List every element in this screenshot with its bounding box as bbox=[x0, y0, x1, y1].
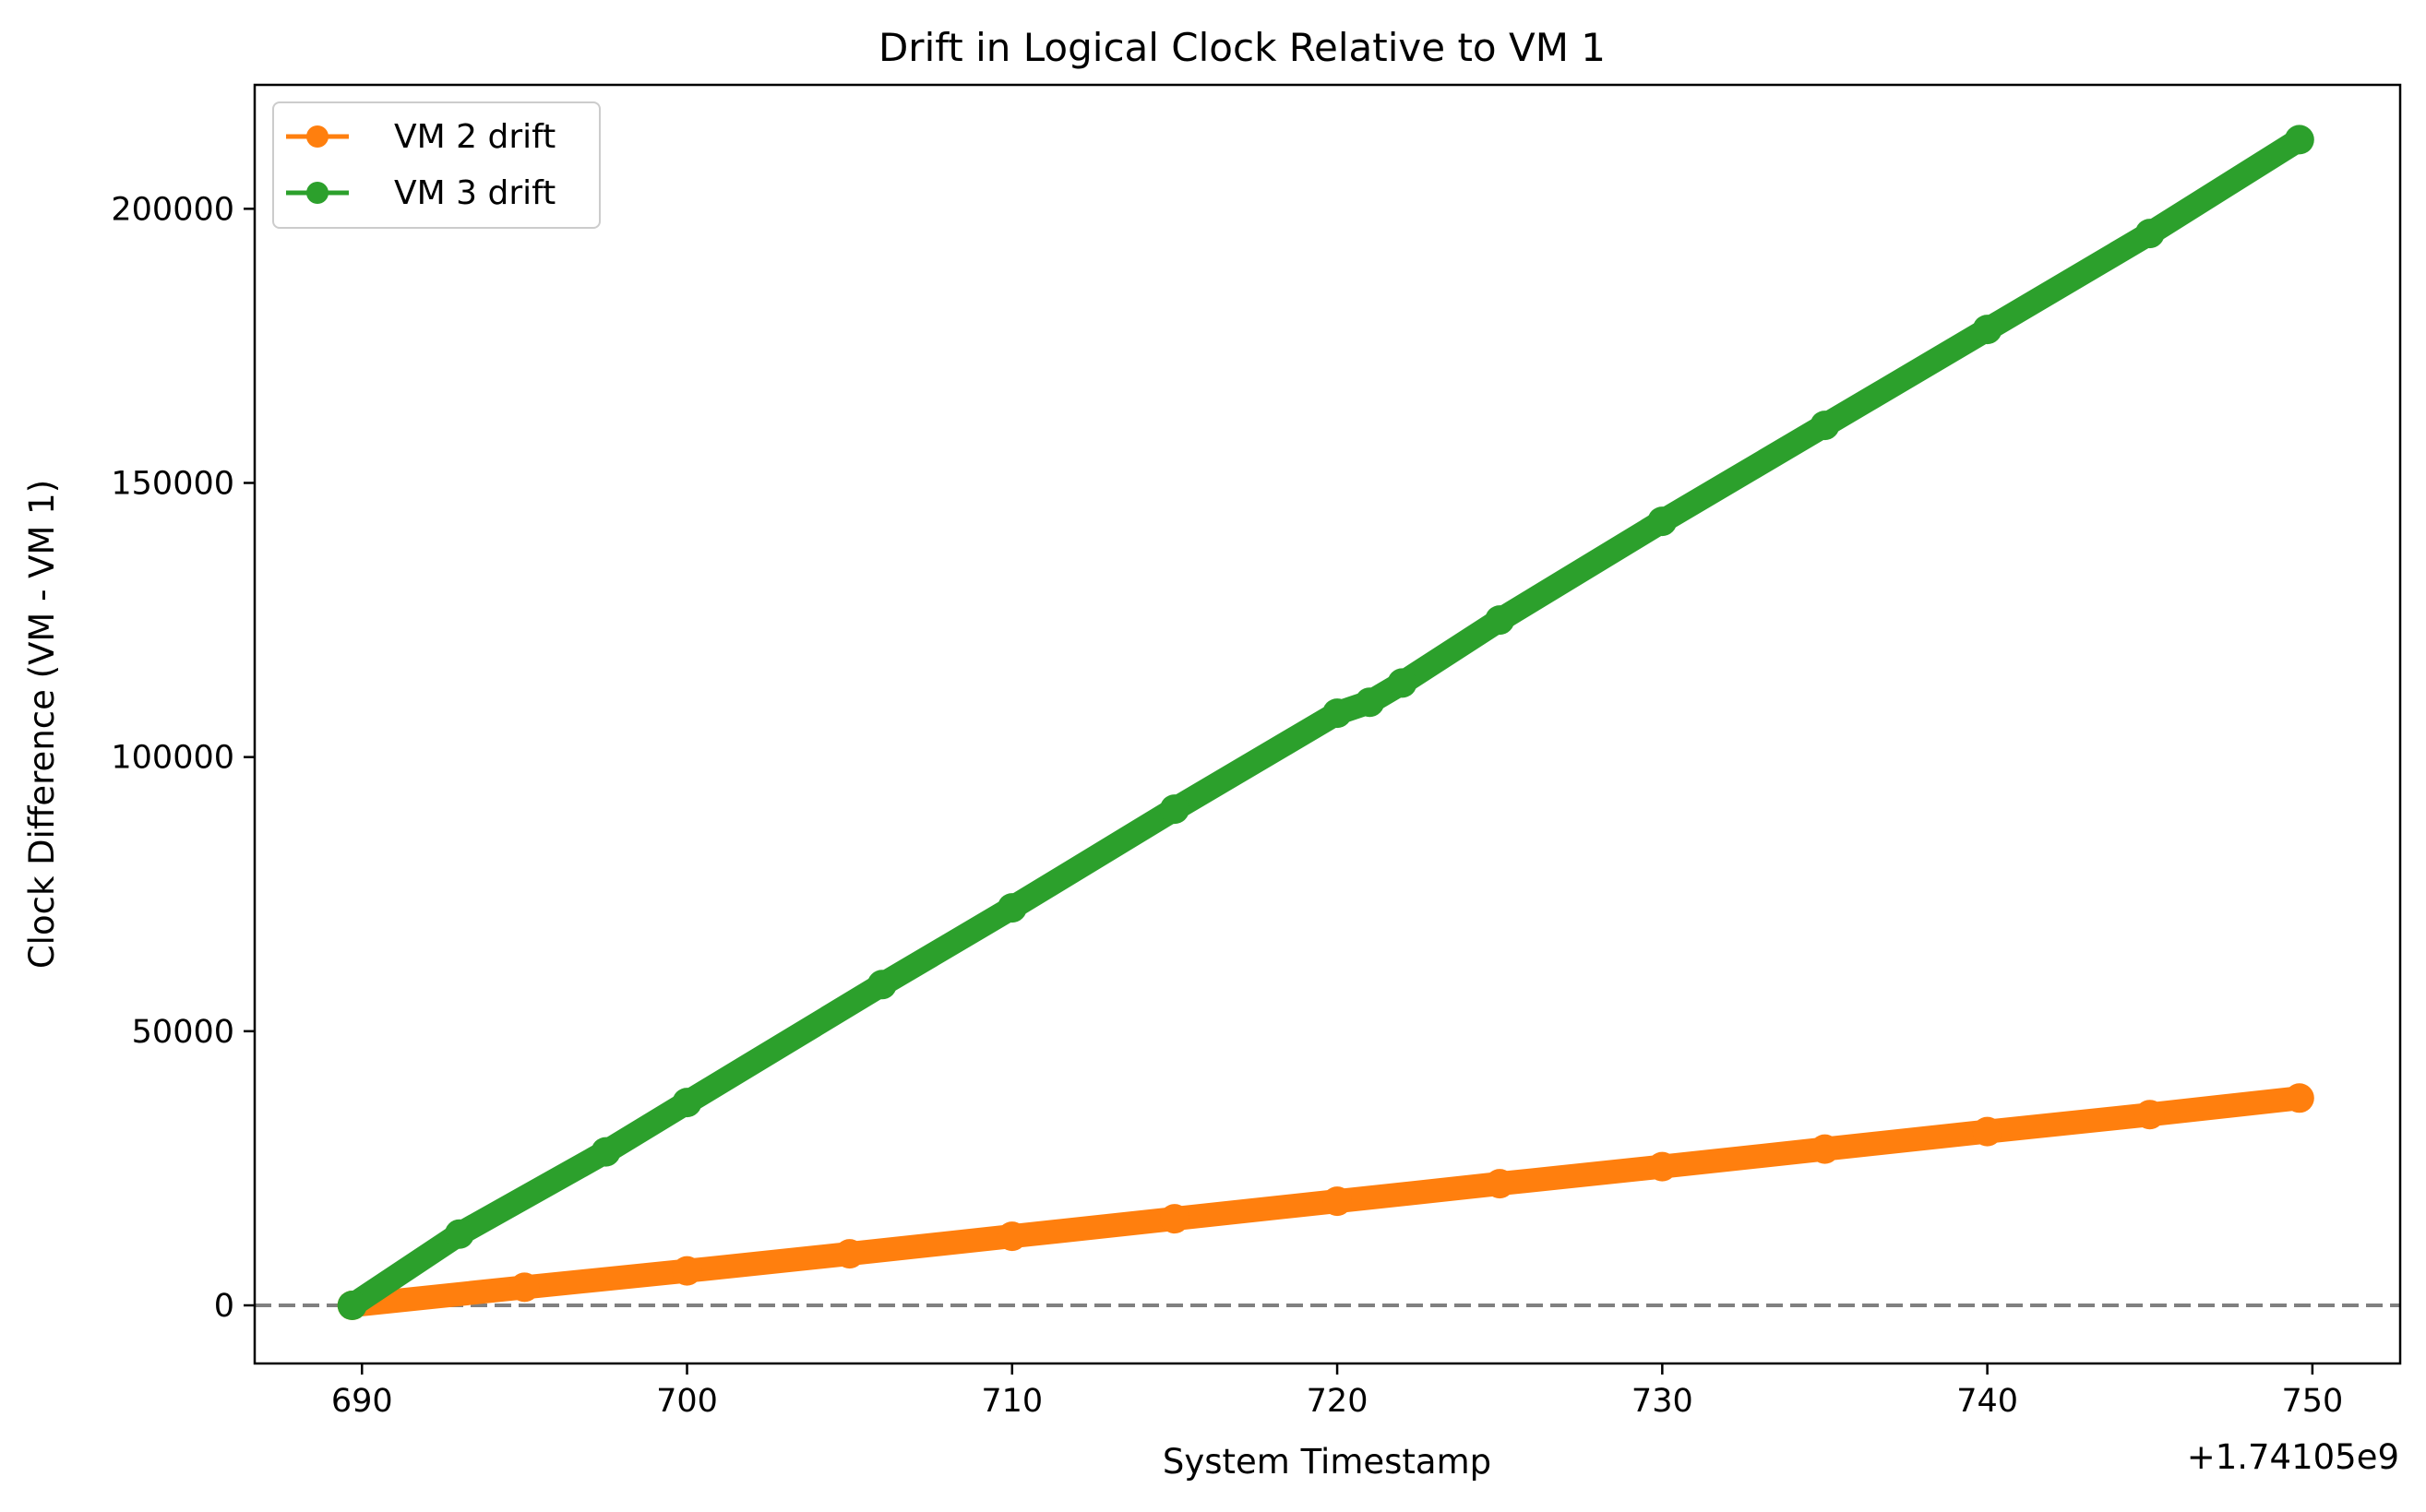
legend: VM 2 drift VM 3 drift bbox=[272, 101, 601, 229]
data-point bbox=[2134, 1100, 2165, 1130]
data-point bbox=[2134, 219, 2165, 249]
legend-label-vm3: VM 3 drift bbox=[394, 174, 556, 212]
data-point bbox=[1485, 1169, 1515, 1199]
chart-title: Drift in Logical Clock Relative to VM 1 bbox=[878, 25, 1606, 70]
data-point bbox=[672, 1256, 702, 1286]
data-point bbox=[672, 1088, 702, 1118]
series-line-vm3 bbox=[340, 127, 2312, 1317]
legend-label-vm2: VM 2 drift bbox=[394, 118, 556, 156]
data-point bbox=[1322, 1186, 1353, 1217]
data-point bbox=[1972, 1116, 2002, 1147]
x-tick-label: 690 bbox=[331, 1383, 393, 1420]
x-tick-label: 720 bbox=[1307, 1383, 1368, 1420]
x-axis-offset-label: +1.74105e9 bbox=[2187, 1437, 2399, 1477]
x-axis-label: System Timestamp bbox=[1163, 1442, 1491, 1482]
data-point bbox=[2284, 125, 2314, 155]
x-tick-label: 700 bbox=[656, 1383, 718, 1420]
data-point bbox=[2284, 1083, 2314, 1113]
legend-box bbox=[272, 101, 601, 229]
data-point bbox=[1972, 315, 2002, 345]
data-point bbox=[1810, 1134, 1840, 1164]
data-point bbox=[444, 1219, 474, 1249]
y-tick-label: 150000 bbox=[111, 465, 234, 502]
data-point bbox=[1647, 506, 1678, 537]
plot-frame bbox=[253, 83, 2402, 1365]
y-tick-label: 0 bbox=[214, 1288, 234, 1325]
data-point bbox=[1355, 687, 1385, 718]
y-tick-label: 200000 bbox=[111, 191, 234, 228]
data-point bbox=[1810, 411, 1840, 441]
data-point bbox=[1387, 668, 1417, 698]
data-point bbox=[591, 1137, 621, 1167]
data-point bbox=[997, 893, 1027, 923]
x-tick-label: 710 bbox=[981, 1383, 1043, 1420]
x-tick-label: 740 bbox=[1956, 1383, 2018, 1420]
y-axis-label: Clock Difference (VM - VM 1) bbox=[22, 480, 62, 969]
data-point bbox=[997, 1221, 1027, 1252]
data-point bbox=[1159, 794, 1189, 825]
legend-marker-vm2 bbox=[306, 125, 329, 148]
data-point bbox=[509, 1272, 540, 1303]
data-point bbox=[1322, 698, 1353, 729]
x-tick-label: 750 bbox=[2281, 1383, 2343, 1420]
data-point bbox=[337, 1291, 367, 1320]
y-tick-label: 100000 bbox=[111, 740, 234, 777]
data-point bbox=[1159, 1204, 1189, 1234]
legend-marker-vm3 bbox=[306, 182, 329, 204]
data-point bbox=[1647, 1151, 1678, 1182]
x-tick-label: 730 bbox=[1631, 1383, 1693, 1420]
data-point bbox=[866, 970, 897, 1000]
data-point bbox=[1485, 605, 1515, 636]
y-tick-label: 50000 bbox=[132, 1014, 234, 1051]
data-point bbox=[834, 1239, 865, 1269]
